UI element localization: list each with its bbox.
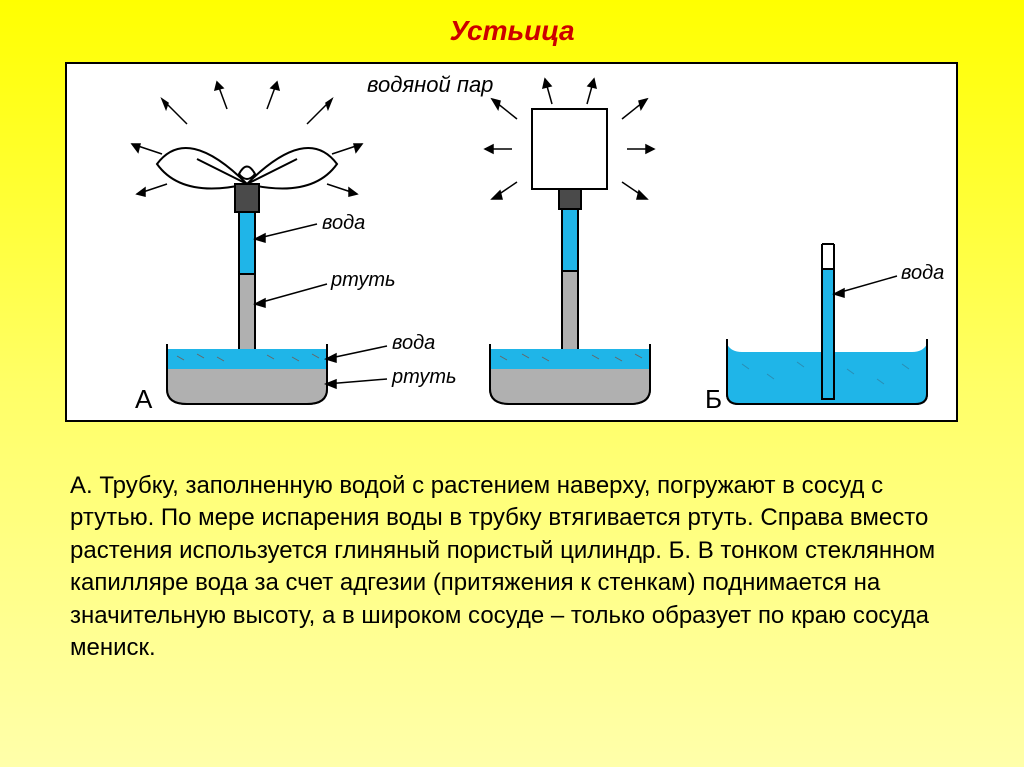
diagram-container: водяной пар bbox=[65, 62, 958, 422]
label-water-dish: вода bbox=[392, 332, 435, 355]
description-text: А. Трубку, заполненную водой с растением… bbox=[70, 470, 950, 664]
setup-plant bbox=[67, 64, 427, 414]
label-mercury-dish: ртуть bbox=[392, 366, 457, 389]
label-water-tube: вода bbox=[322, 212, 365, 235]
panel-label-b: Б bbox=[705, 384, 722, 415]
page-title: Устьица bbox=[0, 15, 1024, 47]
label-mercury-tube: ртуть bbox=[331, 269, 396, 292]
setup-cylinder bbox=[437, 64, 697, 414]
panel-label-a: А bbox=[135, 384, 152, 415]
setup-capillary bbox=[707, 64, 957, 414]
label-water-capillary: вода bbox=[901, 262, 944, 285]
